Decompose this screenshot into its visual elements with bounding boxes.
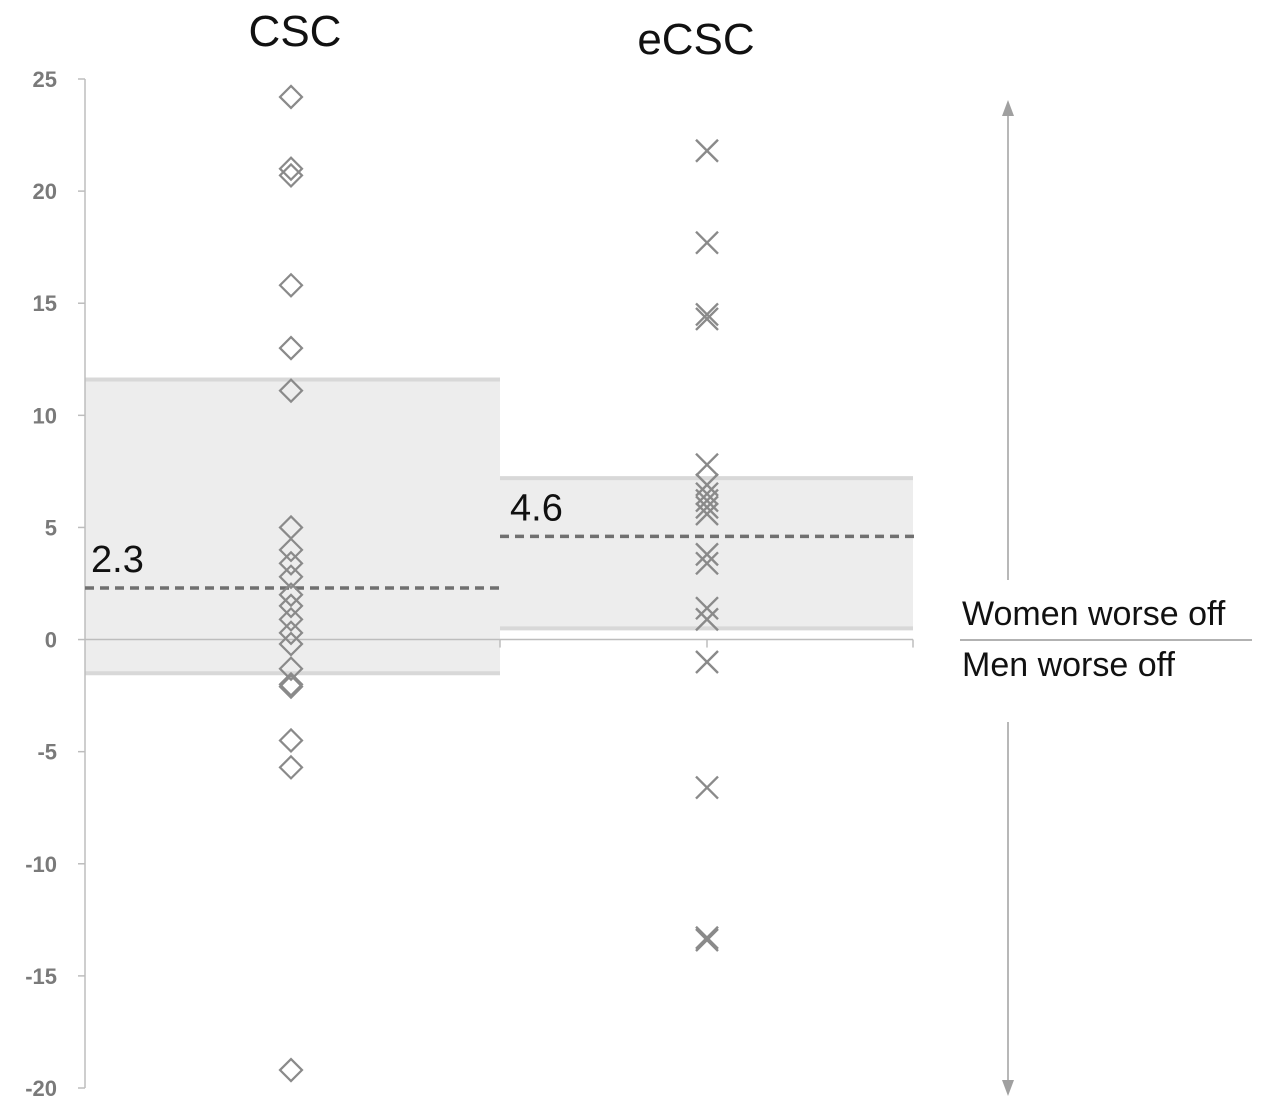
diamond-point [278,1057,304,1083]
cross-point [695,551,719,576]
cross-stroke [695,495,719,520]
cross-point [695,502,719,526]
men-worse-off-label: Men worse off [962,646,1175,684]
diamond-point [278,550,304,576]
diamond-point [278,674,304,700]
diamond-point [278,537,304,563]
women-worse-off-label: Women worse off [962,595,1226,633]
cross-point [695,138,719,163]
confidence-bands [85,377,913,676]
y-tick-label: 25 [33,67,57,92]
y-tick-label: 5 [45,515,57,540]
cross-stroke [695,928,719,952]
diamond-point [278,378,304,404]
diamond-point [278,84,304,110]
mean-label-ecsc: 4.6 [510,487,563,529]
y-tick-label: 15 [33,291,57,316]
diamond-point [278,593,304,619]
cross-stroke [695,607,719,632]
y-axis: 25 20 15 10 5 0 -5 -10 -15 -20 [25,67,914,1101]
diamond-point [278,272,304,298]
data-points [278,84,719,1083]
diamond-point [278,656,304,682]
cross-point [695,230,719,255]
diamond-point [278,606,304,632]
y-tick-label: -5 [37,740,57,765]
cross-point [695,452,719,477]
diamond-point [278,631,304,657]
diamond-point [278,754,304,780]
cross-point [695,542,719,567]
cross-stroke [695,307,719,331]
diamond-point [278,671,304,697]
y-tick-label: 20 [33,179,57,204]
cross-point [695,596,719,621]
diamond-point [278,335,304,361]
down-arrow-head [1002,1080,1014,1096]
mean-lines: 2.3 4.6 [85,487,915,590]
cross-point [695,307,719,331]
y-tick-label: 10 [33,403,57,428]
cross-stroke [695,650,719,674]
diamond-point [278,727,304,754]
cross-stroke [695,551,719,576]
diamond-point [278,564,304,590]
cross-stroke [695,302,719,327]
cross-point [695,928,719,952]
cross-point [695,925,719,950]
diamond-point [278,620,304,646]
diamond-point [278,582,304,608]
y-tick-label: 0 [45,628,57,653]
cross-point [695,607,719,632]
up-arrow-head [1002,100,1014,116]
group-title-csc: CSC [249,7,342,56]
cross-stroke [695,452,719,477]
group-title-ecsc: eCSC [637,15,754,64]
diamond-point [278,156,304,182]
cross-point [695,495,719,520]
direction-annotation: Women worse off Men worse off [960,100,1252,1096]
y-tick-label: -15 [25,964,57,989]
cross-stroke [695,596,719,621]
cross-stroke [695,542,719,567]
y-tick-label: -20 [25,1076,57,1101]
cross-point [695,775,719,800]
mean-label-csc: 2.3 [91,539,144,581]
cross-stroke [695,775,719,800]
cross-stroke [695,138,719,163]
cross-point [695,302,719,327]
cross-stroke [695,502,719,526]
diamond-point [278,162,304,188]
cross-stroke [695,230,719,255]
cross-stroke [695,925,719,950]
cross-point [695,650,719,674]
y-tick-label: -10 [25,852,57,877]
